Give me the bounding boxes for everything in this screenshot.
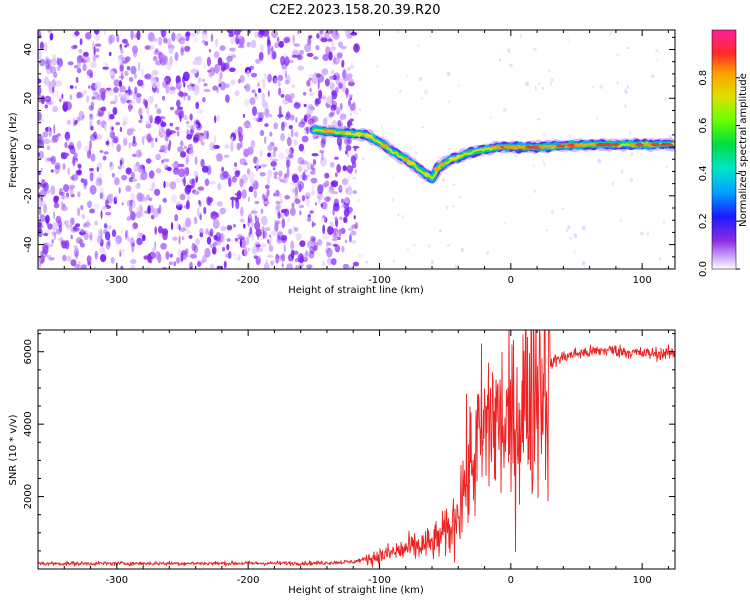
figure-title: C2E2.2023.158.20.39.R20: [269, 3, 440, 18]
spectrogram-y-label: Frequency (Hz): [8, 112, 19, 188]
snr-line: [38, 330, 675, 568]
y-tick-label: 0: [23, 144, 34, 150]
colorbar-tick-label: 0.8: [698, 70, 709, 86]
y-tick-label: -20: [23, 188, 34, 204]
x-tick-label: -300: [105, 275, 128, 286]
colorbar: 0.0 0.2 0.4 0.6 0.8 Normalized spectral ampl…: [698, 29, 749, 277]
colorbar-label: Normalized spectral amplitude: [738, 73, 749, 227]
snr-x-label: Height of straight line (km): [288, 585, 424, 596]
y-tick-label: 20: [23, 92, 34, 105]
x-tick-label: 100: [633, 575, 652, 586]
x-tick-label: 0: [508, 575, 514, 586]
snr-frame: [37, 329, 676, 570]
y-tick-label: 2000: [23, 484, 34, 509]
x-tick-label: -200: [237, 275, 260, 286]
y-tick-label: 6000: [23, 339, 34, 364]
y-tick-label: 40: [23, 43, 34, 56]
y-tick-label: 4000: [23, 411, 34, 436]
x-tick-label: -200: [237, 575, 260, 586]
x-tick-label: -100: [368, 275, 391, 286]
colorbar-tick-label: 0.6: [698, 118, 709, 134]
spectrogram-heatmap: [38, 30, 675, 269]
snr-panel: -300 -200 -100 0 100 2000 4000 6000 Height of s…: [8, 329, 676, 596]
colorbar-tick-label: 0.0: [698, 261, 709, 277]
colorbar-tick-label: 0.4: [698, 165, 709, 181]
spectrogram-x-label: Height of straight line (km): [288, 285, 424, 296]
y-tick-label: -40: [23, 236, 34, 252]
snr-y-label: SNR (10 * v/v): [8, 414, 19, 485]
snr-axes: -300 -200 -100 0 100 2000 4000 6000: [23, 330, 675, 586]
x-tick-label: 0: [508, 275, 514, 286]
colorbar-gradient: [711, 29, 737, 270]
spectrogram-frame: [37, 29, 676, 270]
x-tick-label: 100: [633, 275, 652, 286]
x-tick-label: -300: [105, 575, 128, 586]
colorbar-tick-label: 0.2: [698, 213, 709, 229]
colorbar-ticks: 0.0 0.2 0.4 0.6 0.8: [698, 70, 740, 277]
snr-series: [38, 330, 675, 568]
x-tick-label: -100: [368, 575, 391, 586]
